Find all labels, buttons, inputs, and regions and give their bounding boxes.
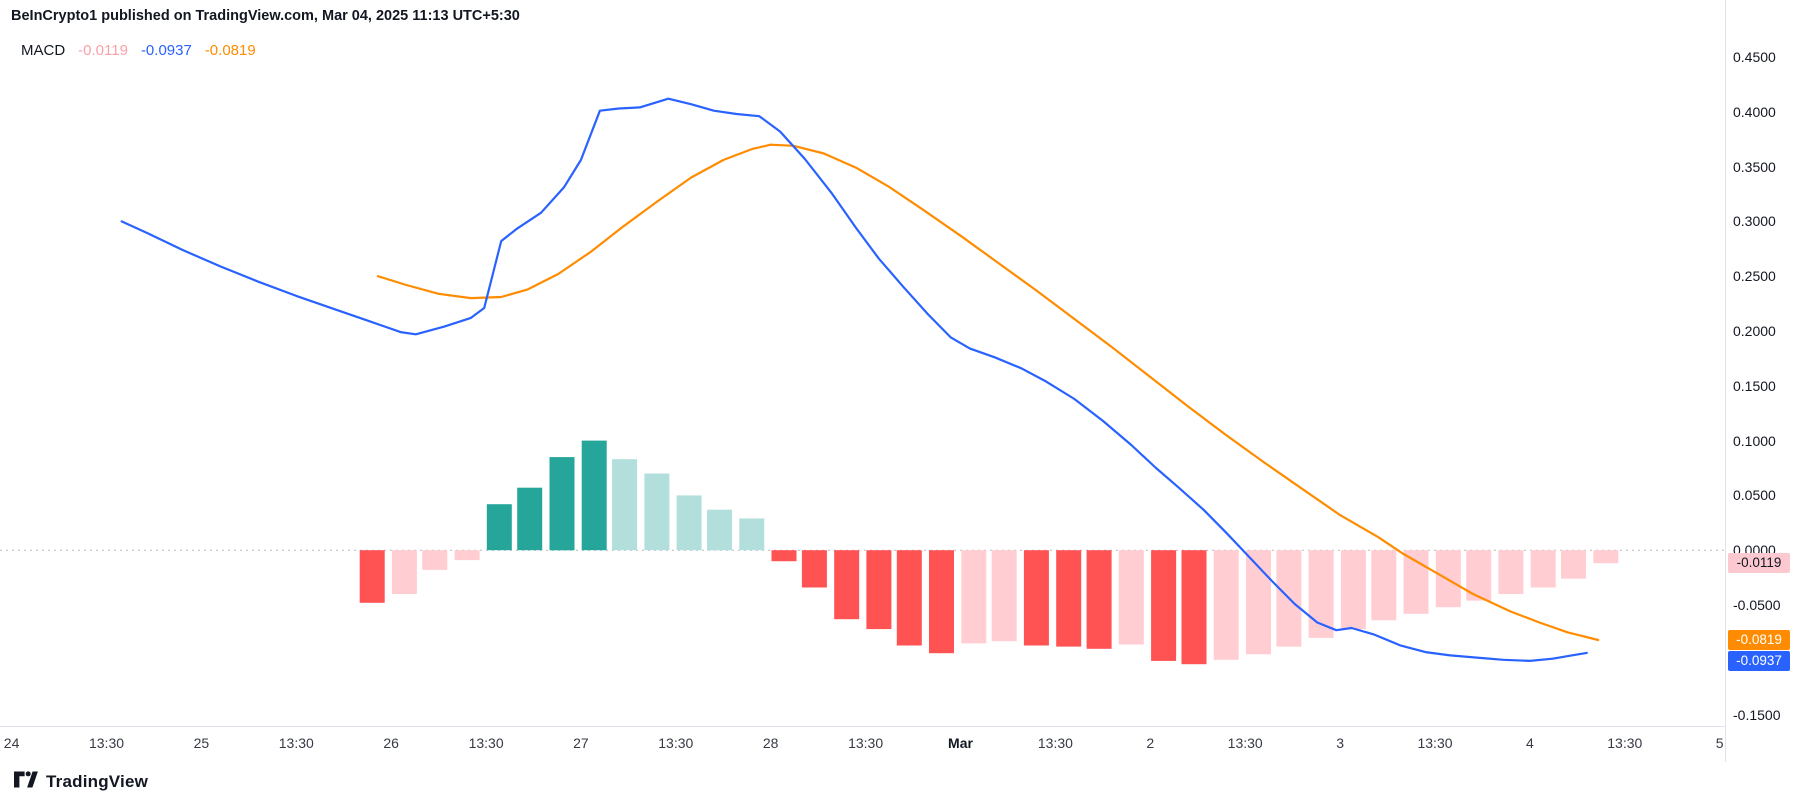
price-tick-label: 0.4500 <box>1733 49 1776 65</box>
time-tick-label: 25 <box>193 735 210 751</box>
price-tick-label: -0.0500 <box>1733 597 1781 613</box>
time-tick-label: 3 <box>1336 735 1344 751</box>
time-axis[interactable]: 24 13:30 25 13:30 26 13:30 27 13:30 28 13:30 Mar 13… <box>0 726 1725 762</box>
time-tick-label: 26 <box>383 735 399 751</box>
time-tick-label: 13:30 <box>1607 735 1643 751</box>
price-tick-label: 0.3000 <box>1733 213 1776 230</box>
time-tick-label: 13:30 <box>1227 735 1263 751</box>
time-tick-label: 13:30 <box>658 735 694 751</box>
macd-chart-canvas[interactable] <box>0 0 1725 762</box>
legend-histogram-value: -0.0119 <box>78 42 128 59</box>
time-tick-label: 4 <box>1525 735 1534 751</box>
signal-price-tag: -0.0819 <box>1728 630 1790 650</box>
time-tick-label: 13:30 <box>278 735 314 751</box>
price-tick-label: 0.3500 <box>1733 158 1776 175</box>
price-tick-label: 0.1000 <box>1733 432 1776 449</box>
price-tick-label: 0.0500 <box>1733 487 1776 504</box>
price-tick-label: 0.4000 <box>1733 103 1776 120</box>
time-tick-label: 13:30 <box>1037 735 1073 751</box>
tradingview-wordmark[interactable]: TradingView <box>46 772 149 791</box>
legend-macd-value: -0.0937 <box>140 42 192 59</box>
time-tick-label: 5 <box>1715 735 1724 751</box>
time-tick-label: 13:30 <box>1417 735 1453 751</box>
time-tick-label: 27 <box>573 735 589 751</box>
histogram-price-tag: -0.0119 <box>1728 553 1790 574</box>
macd-histogram <box>359 440 1619 665</box>
attribution-text: BeInCrypto1 published on TradingView.com… <box>11 8 520 24</box>
price-axis[interactable]: 0.4500 0.4000 0.3500 0.3000 0.2500 0.2000 0.15… <box>1725 0 1804 762</box>
macd-line <box>120 97 1588 663</box>
price-tick-label: -0.1500 <box>1733 706 1781 723</box>
time-tick-label: 24 <box>3 735 20 751</box>
price-tick-label: 0.2500 <box>1733 268 1776 285</box>
time-tick-label: 13:30 <box>88 735 125 751</box>
price-tick-label: 0.1500 <box>1733 377 1776 394</box>
tradingview-logo-icon[interactable] <box>13 768 39 796</box>
macd-price-tag: -0.0937 <box>1728 651 1790 671</box>
time-tick-label: 13:30 <box>848 735 884 751</box>
time-tick-label: Mar <box>948 735 973 751</box>
price-tick-label: 0.2000 <box>1733 323 1776 339</box>
signal-line <box>376 143 1600 642</box>
footer: TradingView <box>13 766 148 798</box>
time-tick-label: 2 <box>1146 735 1155 751</box>
legend-signal-value: -0.0819 <box>204 42 256 59</box>
time-tick-label: 13:30 <box>468 735 504 751</box>
indicator-name: MACD <box>21 42 66 59</box>
indicator-legend[interactable]: MACD -0.0119 -0.0937 -0.0819 <box>21 42 256 59</box>
time-tick-label: 28 <box>762 735 779 751</box>
